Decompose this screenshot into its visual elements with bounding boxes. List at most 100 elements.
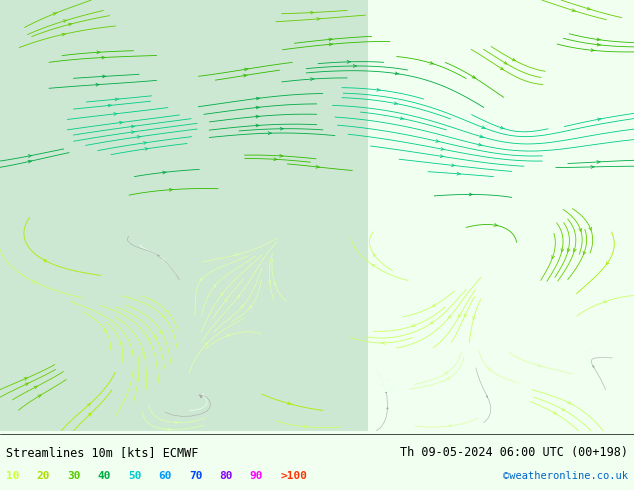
FancyArrowPatch shape xyxy=(411,324,415,327)
FancyArrowPatch shape xyxy=(167,428,170,431)
FancyArrowPatch shape xyxy=(447,377,450,379)
FancyArrowPatch shape xyxy=(304,425,307,428)
FancyArrowPatch shape xyxy=(553,412,556,414)
FancyArrowPatch shape xyxy=(386,407,389,410)
FancyArrowPatch shape xyxy=(583,251,586,254)
FancyArrowPatch shape xyxy=(269,280,271,283)
FancyArrowPatch shape xyxy=(160,331,163,334)
FancyArrowPatch shape xyxy=(311,11,314,14)
FancyArrowPatch shape xyxy=(131,131,135,133)
FancyArrowPatch shape xyxy=(256,115,259,118)
FancyArrowPatch shape xyxy=(432,304,436,306)
FancyArrowPatch shape xyxy=(574,248,576,252)
FancyArrowPatch shape xyxy=(464,314,467,317)
FancyArrowPatch shape xyxy=(28,160,32,163)
FancyArrowPatch shape xyxy=(598,118,602,121)
FancyArrowPatch shape xyxy=(113,113,117,115)
FancyArrowPatch shape xyxy=(451,164,455,167)
FancyArrowPatch shape xyxy=(381,342,385,344)
Text: 10: 10 xyxy=(6,471,20,481)
FancyArrowPatch shape xyxy=(480,135,484,138)
FancyArrowPatch shape xyxy=(538,364,541,367)
FancyArrowPatch shape xyxy=(512,58,515,61)
FancyArrowPatch shape xyxy=(567,248,570,252)
FancyArrowPatch shape xyxy=(445,371,448,374)
FancyArrowPatch shape xyxy=(236,295,240,298)
FancyArrowPatch shape xyxy=(597,43,600,46)
FancyArrowPatch shape xyxy=(240,305,243,308)
FancyArrowPatch shape xyxy=(136,379,139,382)
FancyArrowPatch shape xyxy=(24,378,27,380)
FancyArrowPatch shape xyxy=(589,227,592,230)
FancyArrowPatch shape xyxy=(449,315,451,318)
FancyArrowPatch shape xyxy=(500,126,504,129)
FancyArrowPatch shape xyxy=(120,342,123,345)
FancyArrowPatch shape xyxy=(33,281,36,284)
FancyArrowPatch shape xyxy=(457,172,460,175)
FancyArrowPatch shape xyxy=(329,43,333,46)
FancyArrowPatch shape xyxy=(63,20,67,23)
Text: >100: >100 xyxy=(280,471,307,481)
FancyArrowPatch shape xyxy=(155,336,157,339)
FancyArrowPatch shape xyxy=(311,78,314,80)
FancyArrowPatch shape xyxy=(138,136,141,138)
Text: 50: 50 xyxy=(128,471,141,481)
FancyArrowPatch shape xyxy=(385,378,389,381)
FancyArrowPatch shape xyxy=(167,311,170,314)
FancyArrowPatch shape xyxy=(202,393,205,396)
FancyArrowPatch shape xyxy=(316,166,320,168)
FancyArrowPatch shape xyxy=(34,386,37,389)
FancyArrowPatch shape xyxy=(44,260,47,262)
FancyArrowPatch shape xyxy=(390,388,393,391)
FancyArrowPatch shape xyxy=(103,75,106,78)
FancyArrowPatch shape xyxy=(53,13,57,15)
FancyArrowPatch shape xyxy=(469,193,473,196)
FancyArrowPatch shape xyxy=(220,293,223,296)
FancyArrowPatch shape xyxy=(119,122,123,124)
FancyArrowPatch shape xyxy=(458,314,461,317)
FancyArrowPatch shape xyxy=(145,147,148,150)
FancyArrowPatch shape xyxy=(274,282,276,285)
FancyArrowPatch shape xyxy=(587,7,591,10)
FancyArrowPatch shape xyxy=(105,329,107,332)
FancyArrowPatch shape xyxy=(572,9,576,11)
FancyArrowPatch shape xyxy=(163,171,167,174)
FancyArrowPatch shape xyxy=(256,124,259,127)
FancyArrowPatch shape xyxy=(102,56,105,59)
FancyArrowPatch shape xyxy=(256,97,260,100)
FancyArrowPatch shape xyxy=(274,158,278,161)
FancyArrowPatch shape xyxy=(213,285,216,288)
FancyArrowPatch shape xyxy=(394,102,398,105)
FancyArrowPatch shape xyxy=(280,127,283,130)
FancyArrowPatch shape xyxy=(440,155,444,157)
Text: 70: 70 xyxy=(189,471,202,481)
FancyArrowPatch shape xyxy=(381,383,384,387)
FancyArrowPatch shape xyxy=(353,65,357,67)
FancyArrowPatch shape xyxy=(603,300,607,302)
FancyArrowPatch shape xyxy=(579,228,581,231)
FancyArrowPatch shape xyxy=(377,372,380,375)
FancyArrowPatch shape xyxy=(377,88,380,91)
FancyArrowPatch shape xyxy=(131,125,135,128)
FancyArrowPatch shape xyxy=(606,262,609,265)
FancyArrowPatch shape xyxy=(430,321,434,324)
FancyArrowPatch shape xyxy=(472,75,476,78)
FancyArrowPatch shape xyxy=(597,161,600,163)
FancyArrowPatch shape xyxy=(243,74,247,77)
FancyArrowPatch shape xyxy=(430,62,434,64)
Text: Th 09-05-2024 06:00 UTC (00+198): Th 09-05-2024 06:00 UTC (00+198) xyxy=(399,446,628,459)
FancyArrowPatch shape xyxy=(115,98,119,101)
FancyArrowPatch shape xyxy=(486,396,488,398)
FancyArrowPatch shape xyxy=(280,154,283,157)
Text: 80: 80 xyxy=(219,471,233,481)
FancyArrowPatch shape xyxy=(592,366,594,368)
FancyArrowPatch shape xyxy=(441,147,444,150)
FancyArrowPatch shape xyxy=(245,68,248,71)
Text: 20: 20 xyxy=(37,471,50,481)
FancyArrowPatch shape xyxy=(568,401,571,404)
FancyArrowPatch shape xyxy=(561,248,564,252)
FancyArrowPatch shape xyxy=(591,49,595,51)
FancyArrowPatch shape xyxy=(25,383,29,386)
FancyArrowPatch shape xyxy=(205,343,207,346)
FancyArrowPatch shape xyxy=(162,259,165,262)
